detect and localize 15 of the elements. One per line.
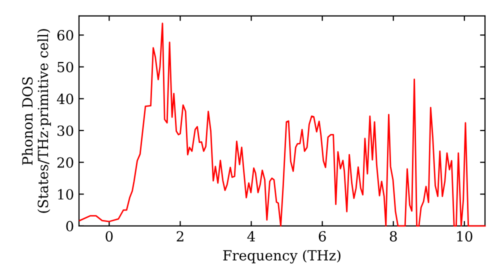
y-tick-label: 60 <box>57 30 74 41</box>
x-tick-label: 0 <box>106 231 113 242</box>
x-tick-label: 10 <box>457 231 472 242</box>
y-tick-label: 20 <box>57 157 74 168</box>
y-tick-label: 0 <box>66 220 74 232</box>
x-tick-label: 2 <box>176 231 184 242</box>
x-axis-title: Frequency (THz) <box>223 250 340 264</box>
y-tick-label: 10 <box>58 189 74 200</box>
x-tick-label: 6 <box>318 231 326 242</box>
y-tick-label: 30 <box>58 125 74 136</box>
y-tick-label: 50 <box>58 62 74 72</box>
y-axis-title: Phonon DOS (States/THz·primitive cell) <box>22 29 51 213</box>
x-tick-label: 4 <box>247 231 255 242</box>
y-tick-label: 40 <box>56 94 74 104</box>
x-tick-label: 8 <box>390 231 397 242</box>
